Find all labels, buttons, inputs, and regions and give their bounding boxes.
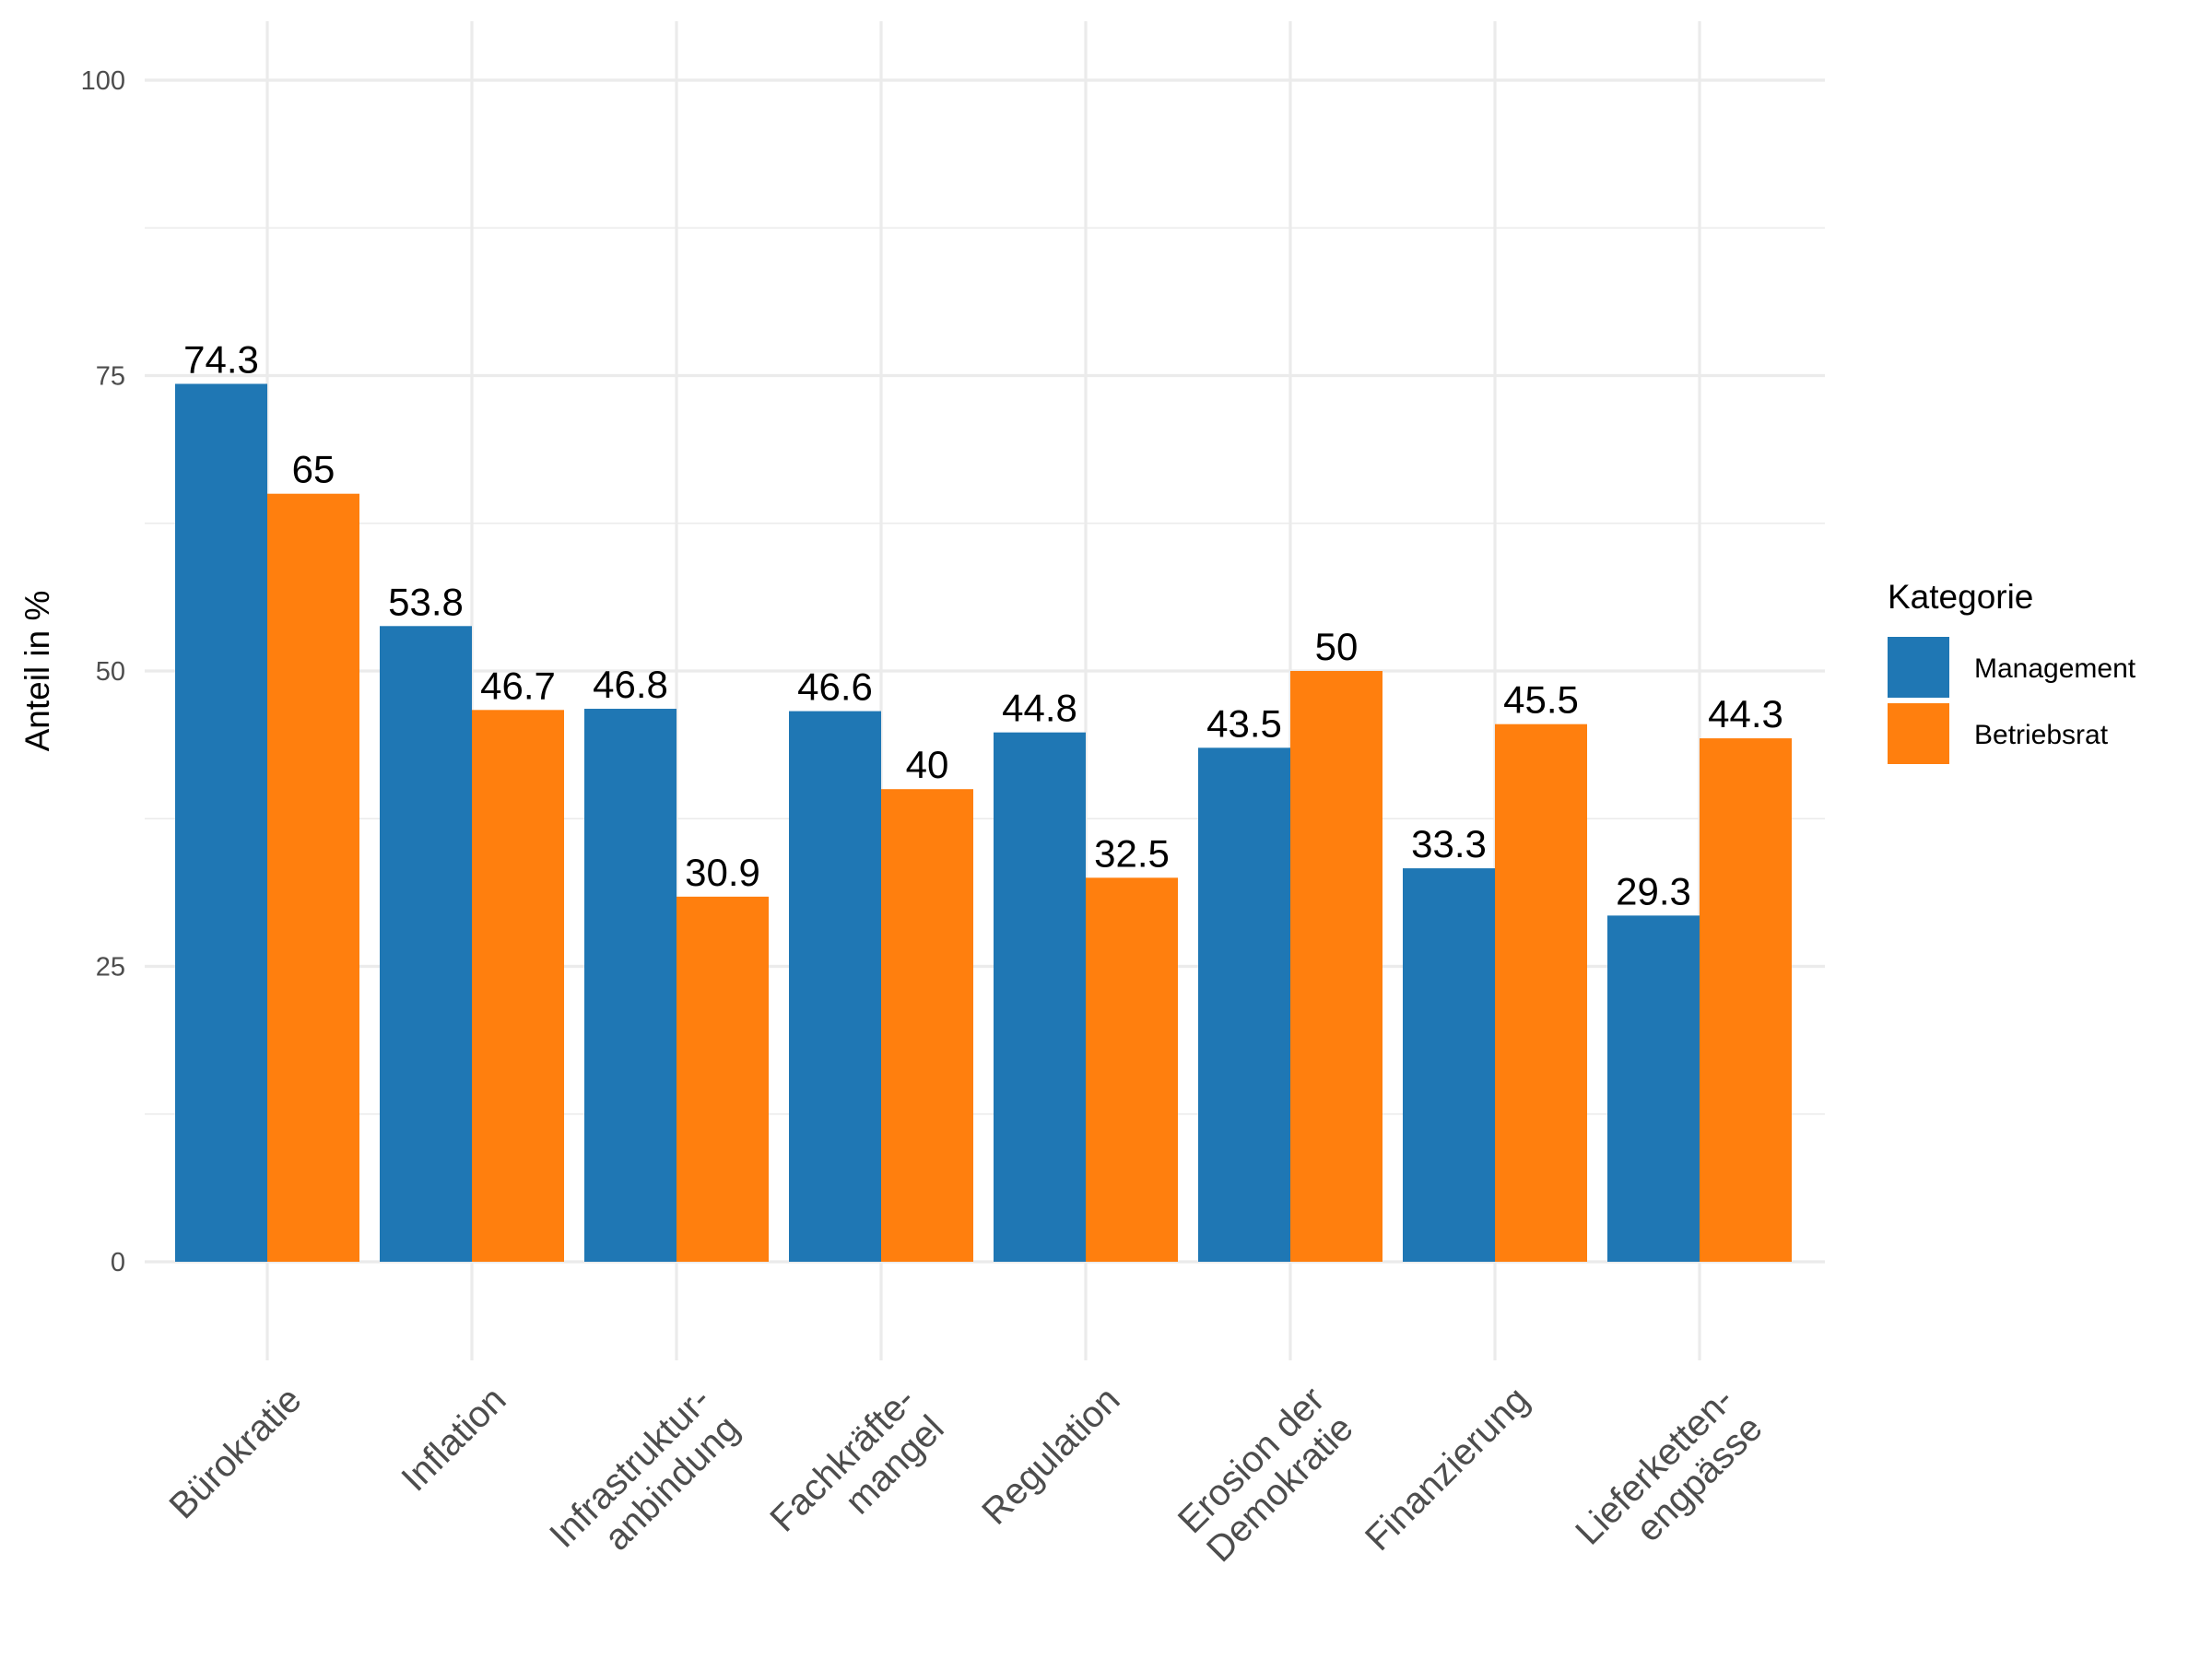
data-label-management: 33.3 xyxy=(1411,822,1487,865)
bar-betriebsrat xyxy=(267,493,359,1262)
x-tick-label: Finanzierung xyxy=(1358,1379,1537,1559)
data-label-management: 43.5 xyxy=(1206,701,1282,745)
data-label-betriebsrat: 44.3 xyxy=(1708,692,1783,735)
bar-management xyxy=(1198,747,1290,1262)
bar-betriebsrat xyxy=(1700,738,1792,1262)
data-label-betriebsrat: 50 xyxy=(1315,625,1359,668)
bar-management xyxy=(1403,868,1495,1262)
data-label-betriebsrat: 46.7 xyxy=(480,664,556,707)
bar-betriebsrat xyxy=(1495,724,1587,1262)
x-tick-label-line: Bürokratie xyxy=(162,1379,310,1526)
x-tick-label: Bürokratie xyxy=(162,1379,310,1526)
x-tick-label: Fachkräfte-mangel xyxy=(762,1379,951,1539)
bars xyxy=(175,383,1792,1262)
x-tick-label: Lieferketten-engpässe xyxy=(1568,1379,1770,1552)
legend-key-management xyxy=(1888,637,1949,698)
bar-management xyxy=(994,732,1086,1262)
legend-label-betriebsrat: Betriebsrat xyxy=(1974,720,2109,750)
bar-management xyxy=(380,626,472,1262)
y-tick-label: 25 xyxy=(96,953,125,982)
bar-management xyxy=(175,383,267,1262)
bar-betriebsrat xyxy=(472,710,564,1262)
y-axis-label: Anteil in % xyxy=(18,591,56,752)
legend: Kategorie Management Betriebsrat xyxy=(1888,578,2136,764)
bar-management xyxy=(584,709,677,1262)
data-label-management: 46.8 xyxy=(593,663,668,706)
data-label-betriebsrat: 40 xyxy=(906,743,949,786)
bar-betriebsrat xyxy=(677,896,769,1262)
bar-management xyxy=(1607,915,1700,1262)
data-label-betriebsrat: 30.9 xyxy=(685,851,760,894)
legend-key-betriebsrat xyxy=(1888,703,1949,764)
legend-label-management: Management xyxy=(1974,653,2136,684)
y-tick-label: 100 xyxy=(81,66,125,96)
y-tick-label: 50 xyxy=(96,657,125,687)
bar-betriebsrat xyxy=(1290,671,1382,1262)
bar-betriebsrat xyxy=(881,789,973,1262)
y-axis-ticks: 0 25 50 75 100 xyxy=(81,66,125,1277)
data-label-management: 74.3 xyxy=(183,337,259,381)
x-axis-ticks: Bürokratie Inflation Infrastruktur-anbindu… xyxy=(162,1379,1771,1570)
data-label-management: 53.8 xyxy=(388,580,464,623)
bar-betriebsrat xyxy=(1086,877,1178,1262)
bar-management xyxy=(789,711,881,1262)
x-tick-label: Infrastruktur-anbindung xyxy=(542,1379,747,1558)
x-tick-label-line: Inflation xyxy=(394,1379,513,1499)
data-label-management: 44.8 xyxy=(1002,687,1077,730)
x-tick-label-line: Regulation xyxy=(974,1379,1127,1532)
x-tick-label: Inflation xyxy=(394,1379,513,1499)
data-label-management: 46.6 xyxy=(797,665,873,709)
legend-title: Kategorie xyxy=(1888,578,2033,616)
data-label-betriebsrat: 65 xyxy=(292,448,335,491)
y-tick-label: 0 xyxy=(111,1248,125,1277)
x-tick-label: Regulation xyxy=(974,1379,1127,1532)
data-label-management: 29.3 xyxy=(1616,869,1691,912)
y-tick-label: 75 xyxy=(96,362,125,392)
data-labels: 74.3 53.8 46.8 46.6 44.8 43.5 33.3 29.3 65 46.7 30… xyxy=(183,337,1783,912)
data-label-betriebsrat: 45.5 xyxy=(1503,678,1579,722)
data-label-betriebsrat: 32.5 xyxy=(1094,831,1170,875)
x-tick-label-line: Finanzierung xyxy=(1358,1379,1537,1559)
